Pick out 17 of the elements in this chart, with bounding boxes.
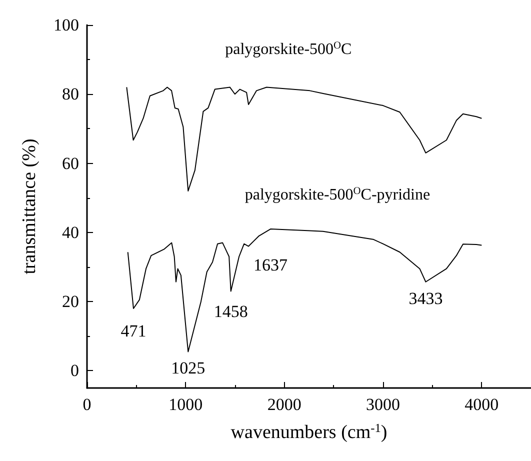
y-tick-label: 60	[62, 154, 79, 173]
y-axis-title: transmittance (%)	[19, 138, 40, 274]
x-tick-label: 1000	[168, 395, 203, 414]
annotation: 1458	[214, 302, 248, 322]
annotation: 1025	[171, 358, 206, 378]
y-tick-label: 40	[62, 222, 79, 242]
x-tick-label: 0	[82, 395, 92, 414]
y-tick-label: 0	[70, 361, 79, 380]
annotation: 3433	[408, 288, 443, 308]
y-tick-label: 80	[62, 84, 79, 104]
x-tick-label: 4000	[464, 395, 499, 414]
x-tick-label: 2000	[267, 395, 302, 414]
y-tick-label: 20	[62, 292, 79, 312]
annotation: 471	[120, 321, 146, 340]
y-tick-label: 100	[54, 16, 79, 34]
annotation: 1637	[254, 255, 288, 274]
x-tick-label: 3000	[366, 395, 400, 414]
